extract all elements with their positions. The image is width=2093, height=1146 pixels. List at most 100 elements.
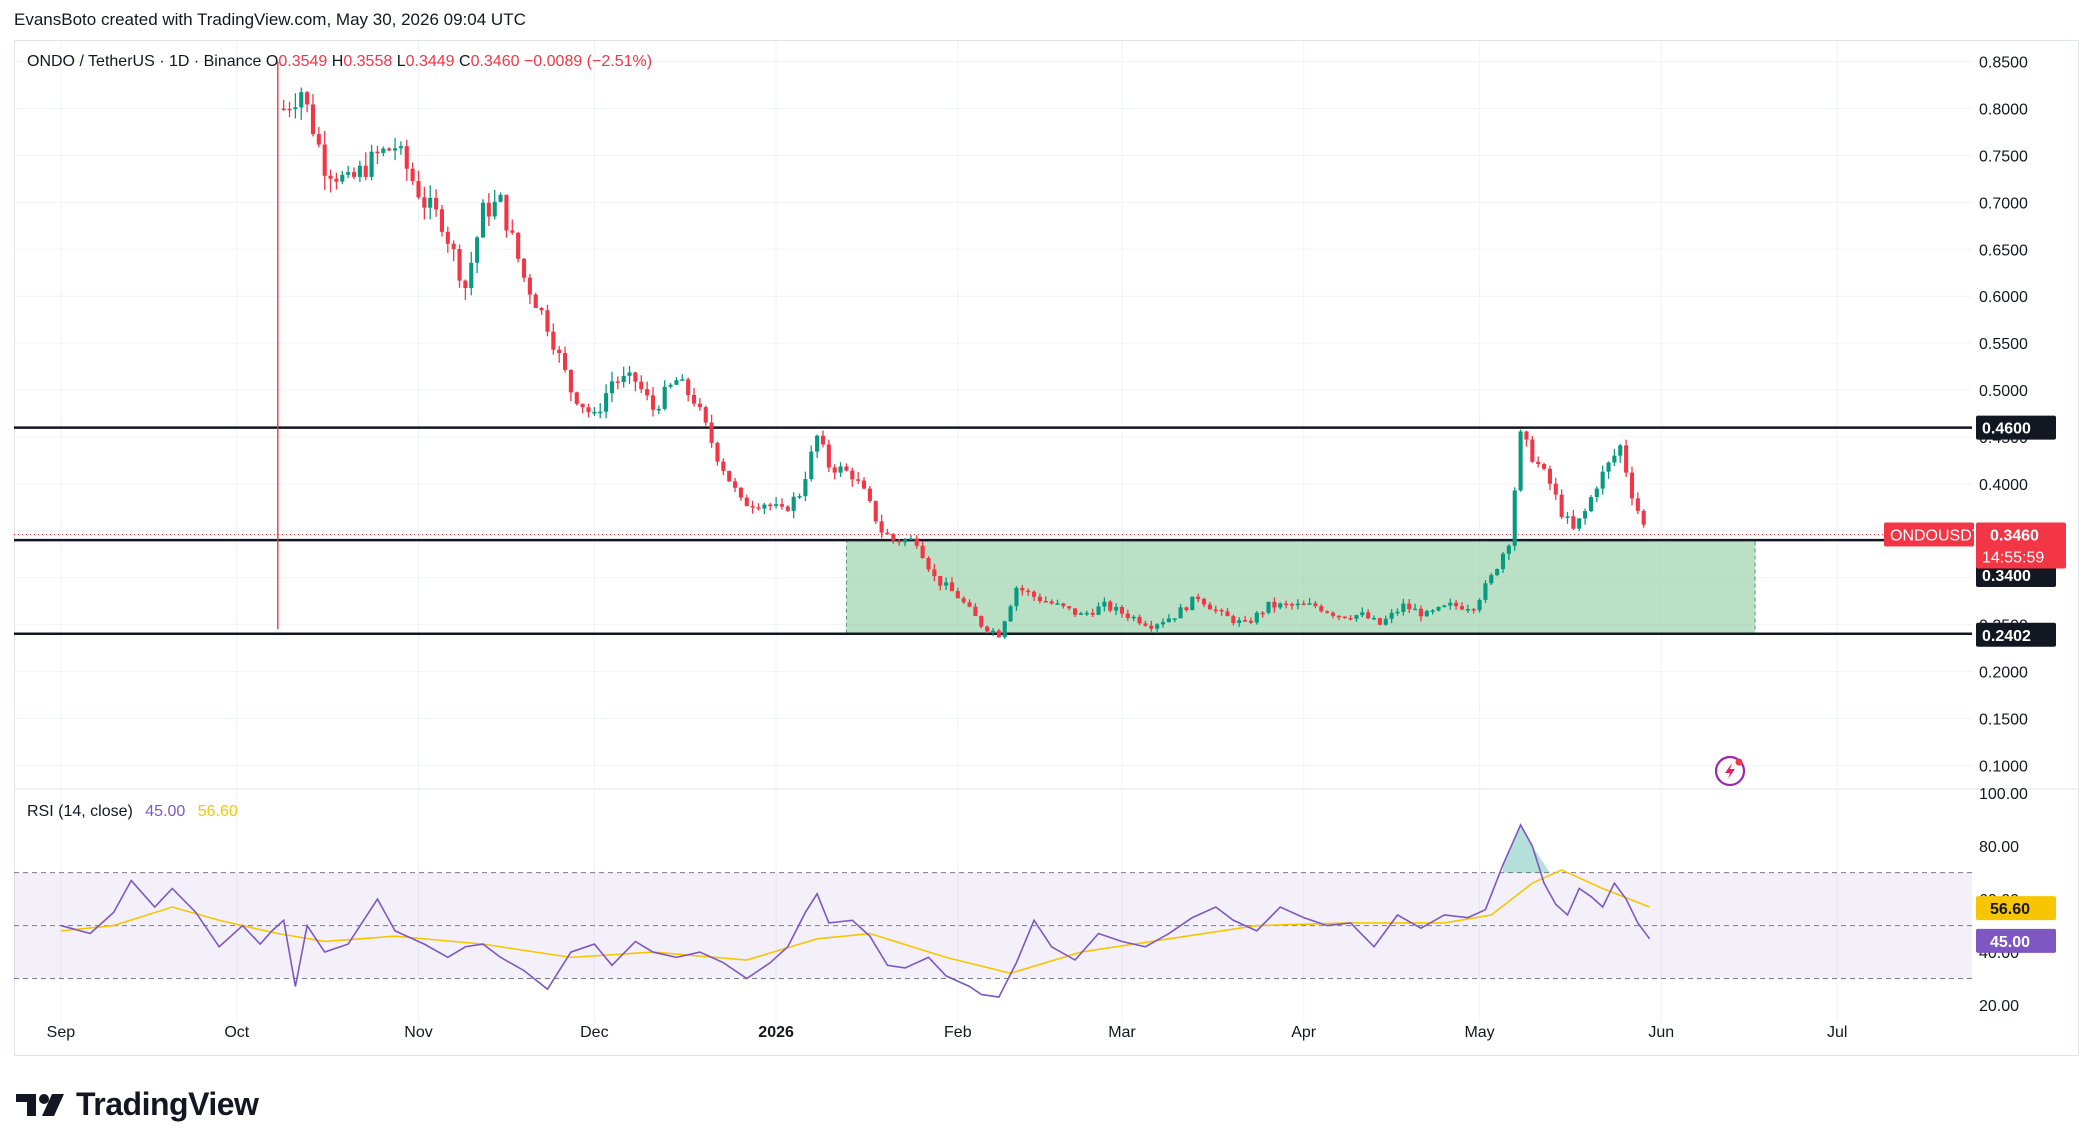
- candle-body[interactable]: [1624, 445, 1629, 473]
- candle-body[interactable]: [1254, 612, 1259, 623]
- candle-body[interactable]: [1577, 518, 1582, 529]
- candle-body[interactable]: [697, 403, 702, 408]
- candle-body[interactable]: [955, 591, 960, 599]
- candle-body[interactable]: [328, 175, 333, 179]
- candle-body[interactable]: [680, 379, 685, 381]
- candle-body[interactable]: [1184, 607, 1189, 611]
- candle-body[interactable]: [1448, 602, 1453, 606]
- candle-body[interactable]: [551, 331, 556, 350]
- candle-body[interactable]: [1553, 483, 1558, 495]
- candle-body[interactable]: [1360, 612, 1365, 616]
- candle-body[interactable]: [733, 481, 738, 488]
- candle-body[interactable]: [633, 372, 638, 382]
- candle-body[interactable]: [398, 146, 403, 149]
- candle-body[interactable]: [1178, 607, 1183, 619]
- candle-body[interactable]: [1418, 608, 1423, 617]
- candle-body[interactable]: [363, 165, 368, 177]
- candle-body[interactable]: [568, 369, 573, 393]
- candle-body[interactable]: [1629, 472, 1635, 499]
- candle-body[interactable]: [990, 630, 996, 633]
- candle-body[interactable]: [809, 451, 814, 480]
- candle-body[interactable]: [920, 545, 925, 559]
- rsi-line[interactable]: [60, 823, 1651, 998]
- candle-body[interactable]: [1137, 616, 1142, 624]
- candle-body[interactable]: [480, 202, 486, 238]
- candle-body[interactable]: [1371, 618, 1377, 620]
- candle-body[interactable]: [1389, 612, 1394, 619]
- candle-body[interactable]: [557, 349, 562, 354]
- candle-body[interactable]: [1172, 618, 1177, 620]
- candle-body[interactable]: [1160, 622, 1166, 625]
- candle-body[interactable]: [639, 381, 644, 390]
- candle-body[interactable]: [867, 488, 872, 501]
- candle-body[interactable]: [1119, 607, 1125, 614]
- candle-body[interactable]: [820, 435, 826, 445]
- candle-body[interactable]: [1471, 609, 1476, 611]
- candle-body[interactable]: [1260, 612, 1265, 615]
- candle-body[interactable]: [1061, 603, 1066, 607]
- candle-body[interactable]: [1114, 607, 1119, 611]
- candle-body[interactable]: [797, 496, 802, 498]
- candle-body[interactable]: [926, 558, 931, 570]
- candle-body[interactable]: [709, 422, 714, 443]
- candle-body[interactable]: [903, 539, 908, 543]
- candle-body[interactable]: [1278, 603, 1283, 608]
- candle-body[interactable]: [944, 582, 949, 586]
- candle-body[interactable]: [445, 231, 450, 244]
- candle-body[interactable]: [1078, 613, 1083, 615]
- candle-body[interactable]: [392, 148, 398, 151]
- candle-body[interactable]: [346, 172, 351, 175]
- candle-body[interactable]: [1325, 611, 1330, 613]
- candle-body[interactable]: [387, 148, 392, 151]
- candle-body[interactable]: [1231, 616, 1236, 624]
- candle-body[interactable]: [650, 395, 656, 410]
- candle-body[interactable]: [1207, 604, 1212, 610]
- candle-body[interactable]: [322, 144, 327, 176]
- candle-body[interactable]: [1407, 603, 1412, 610]
- candle-body[interactable]: [1489, 575, 1494, 584]
- candle-body[interactable]: [750, 506, 755, 508]
- candle-body[interactable]: [1600, 471, 1605, 489]
- candle-body[interactable]: [879, 521, 884, 533]
- candle-body[interactable]: [1090, 612, 1095, 615]
- candle-body[interactable]: [844, 466, 849, 471]
- candle-body[interactable]: [305, 92, 310, 105]
- candle-body[interactable]: [1588, 497, 1594, 512]
- candle-body[interactable]: [410, 168, 415, 182]
- candle-body[interactable]: [1336, 615, 1341, 618]
- candle-body[interactable]: [1383, 618, 1388, 625]
- candle-body[interactable]: [1559, 494, 1564, 517]
- candle-body[interactable]: [486, 202, 491, 217]
- candle-body[interactable]: [1413, 608, 1418, 611]
- candle-body[interactable]: [609, 381, 615, 394]
- candle-body[interactable]: [334, 178, 339, 182]
- candle-body[interactable]: [463, 280, 468, 289]
- symbol-title[interactable]: ONDO / TetherUS · 1D · Binance: [27, 53, 262, 70]
- candle-body[interactable]: [604, 393, 609, 412]
- candle-body[interactable]: [310, 104, 316, 135]
- candle-body[interactable]: [861, 480, 867, 489]
- candle-body[interactable]: [1442, 605, 1447, 608]
- candle-body[interactable]: [498, 194, 503, 202]
- rsi-ma-line[interactable]: [60, 869, 1650, 975]
- candle-body[interactable]: [885, 532, 890, 535]
- candle-body[interactable]: [1307, 603, 1312, 605]
- candle-body[interactable]: [691, 394, 697, 404]
- candle-body[interactable]: [1530, 439, 1535, 462]
- candle-body[interactable]: [539, 308, 544, 311]
- candle-body[interactable]: [961, 598, 966, 603]
- candle-body[interactable]: [891, 534, 896, 541]
- candle-body[interactable]: [1002, 621, 1007, 638]
- candle-body[interactable]: [475, 237, 480, 263]
- candle-body[interactable]: [762, 504, 767, 509]
- candle-body[interactable]: [1436, 606, 1441, 611]
- candle-body[interactable]: [615, 381, 620, 383]
- candle-body[interactable]: [428, 197, 433, 208]
- candle-body[interactable]: [973, 606, 978, 617]
- candle-body[interactable]: [340, 174, 345, 182]
- candle-body[interactable]: [1319, 606, 1324, 612]
- candle-body[interactable]: [932, 569, 937, 577]
- candle-body[interactable]: [510, 230, 515, 233]
- candle-body[interactable]: [1248, 620, 1253, 623]
- candle-body[interactable]: [1330, 612, 1336, 616]
